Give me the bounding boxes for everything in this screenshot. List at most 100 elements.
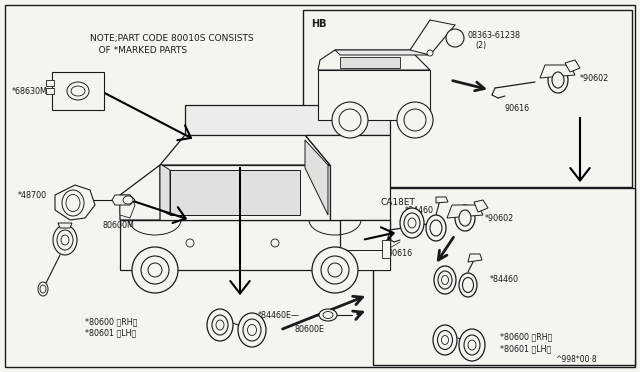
Text: *84460: *84460 bbox=[490, 276, 519, 285]
Ellipse shape bbox=[400, 208, 424, 238]
Polygon shape bbox=[335, 50, 430, 55]
Ellipse shape bbox=[404, 213, 420, 233]
Ellipse shape bbox=[339, 109, 361, 131]
Ellipse shape bbox=[548, 67, 568, 93]
Ellipse shape bbox=[123, 196, 133, 204]
Polygon shape bbox=[305, 135, 390, 220]
Ellipse shape bbox=[430, 220, 442, 236]
Polygon shape bbox=[340, 57, 400, 68]
Ellipse shape bbox=[67, 82, 89, 100]
Ellipse shape bbox=[464, 335, 480, 355]
Ellipse shape bbox=[53, 225, 77, 255]
Circle shape bbox=[186, 239, 194, 247]
Polygon shape bbox=[120, 195, 135, 218]
Polygon shape bbox=[318, 50, 430, 70]
Ellipse shape bbox=[141, 256, 169, 284]
Polygon shape bbox=[112, 195, 135, 205]
Text: (2): (2) bbox=[475, 41, 486, 49]
Text: *90602: *90602 bbox=[580, 74, 609, 83]
Ellipse shape bbox=[426, 215, 446, 241]
Bar bbox=[46, 80, 54, 86]
Bar bbox=[373, 188, 635, 365]
Ellipse shape bbox=[455, 205, 475, 231]
Ellipse shape bbox=[442, 276, 449, 285]
Text: ^998*00·8: ^998*00·8 bbox=[555, 356, 596, 365]
Ellipse shape bbox=[438, 330, 452, 350]
Ellipse shape bbox=[468, 340, 476, 350]
Ellipse shape bbox=[312, 247, 358, 293]
Text: *84460: *84460 bbox=[405, 205, 434, 215]
Ellipse shape bbox=[38, 282, 48, 296]
Circle shape bbox=[446, 29, 464, 47]
Polygon shape bbox=[185, 105, 390, 135]
Text: *80601 〈LH〉: *80601 〈LH〉 bbox=[85, 328, 136, 337]
Text: *80601 〈LH〉: *80601 〈LH〉 bbox=[500, 344, 551, 353]
Ellipse shape bbox=[321, 256, 349, 284]
Text: *84460E—: *84460E— bbox=[258, 311, 300, 320]
Polygon shape bbox=[474, 200, 488, 212]
Text: 80600E: 80600E bbox=[295, 326, 325, 334]
Polygon shape bbox=[330, 250, 390, 270]
Ellipse shape bbox=[57, 230, 73, 250]
Ellipse shape bbox=[323, 311, 333, 318]
Ellipse shape bbox=[404, 109, 426, 131]
Polygon shape bbox=[120, 165, 160, 220]
Text: 90616: 90616 bbox=[388, 248, 413, 257]
Polygon shape bbox=[318, 70, 430, 120]
Ellipse shape bbox=[243, 319, 261, 341]
Ellipse shape bbox=[216, 320, 224, 330]
Ellipse shape bbox=[433, 325, 457, 355]
Polygon shape bbox=[447, 205, 483, 218]
Text: S: S bbox=[453, 35, 457, 41]
Ellipse shape bbox=[207, 309, 233, 341]
Ellipse shape bbox=[61, 235, 69, 245]
Text: HB: HB bbox=[311, 19, 326, 29]
Text: CA18ET: CA18ET bbox=[381, 198, 416, 206]
Circle shape bbox=[427, 50, 433, 56]
Bar bbox=[382, 240, 390, 258]
Text: *68630M: *68630M bbox=[12, 87, 48, 96]
Polygon shape bbox=[436, 197, 448, 203]
Polygon shape bbox=[58, 223, 72, 228]
Ellipse shape bbox=[552, 72, 564, 88]
Polygon shape bbox=[565, 60, 580, 72]
Ellipse shape bbox=[332, 102, 368, 138]
Text: 90616: 90616 bbox=[505, 103, 530, 112]
Ellipse shape bbox=[132, 247, 178, 293]
Text: *48700: *48700 bbox=[18, 190, 47, 199]
Text: 80600M: 80600M bbox=[102, 221, 134, 230]
Ellipse shape bbox=[40, 285, 46, 293]
Text: *80600 〈RH〉: *80600 〈RH〉 bbox=[85, 317, 138, 327]
Text: *90602: *90602 bbox=[485, 214, 515, 222]
Polygon shape bbox=[55, 185, 95, 220]
Polygon shape bbox=[305, 140, 328, 215]
Bar bbox=[303, 10, 632, 187]
Bar bbox=[52, 72, 104, 110]
Polygon shape bbox=[540, 65, 575, 78]
Ellipse shape bbox=[459, 273, 477, 297]
Polygon shape bbox=[170, 170, 300, 215]
Ellipse shape bbox=[248, 324, 257, 336]
Polygon shape bbox=[120, 165, 330, 220]
Ellipse shape bbox=[212, 315, 228, 335]
Polygon shape bbox=[340, 220, 390, 255]
Ellipse shape bbox=[319, 309, 337, 321]
Ellipse shape bbox=[71, 86, 85, 96]
Ellipse shape bbox=[459, 329, 485, 361]
Polygon shape bbox=[468, 254, 482, 262]
Ellipse shape bbox=[66, 195, 80, 212]
Text: NOTE;PART CODE 80010S CONSISTS: NOTE;PART CODE 80010S CONSISTS bbox=[90, 33, 253, 42]
Polygon shape bbox=[160, 135, 330, 165]
Ellipse shape bbox=[408, 218, 416, 228]
Ellipse shape bbox=[442, 336, 449, 344]
Ellipse shape bbox=[434, 266, 456, 294]
Polygon shape bbox=[160, 165, 170, 215]
Ellipse shape bbox=[328, 263, 342, 277]
Text: OF *MARKED PARTS: OF *MARKED PARTS bbox=[90, 45, 187, 55]
Bar bbox=[46, 88, 54, 94]
Text: 08363-61238: 08363-61238 bbox=[468, 31, 521, 39]
Ellipse shape bbox=[397, 102, 433, 138]
Ellipse shape bbox=[463, 278, 474, 292]
Ellipse shape bbox=[238, 313, 266, 347]
Ellipse shape bbox=[459, 210, 471, 226]
